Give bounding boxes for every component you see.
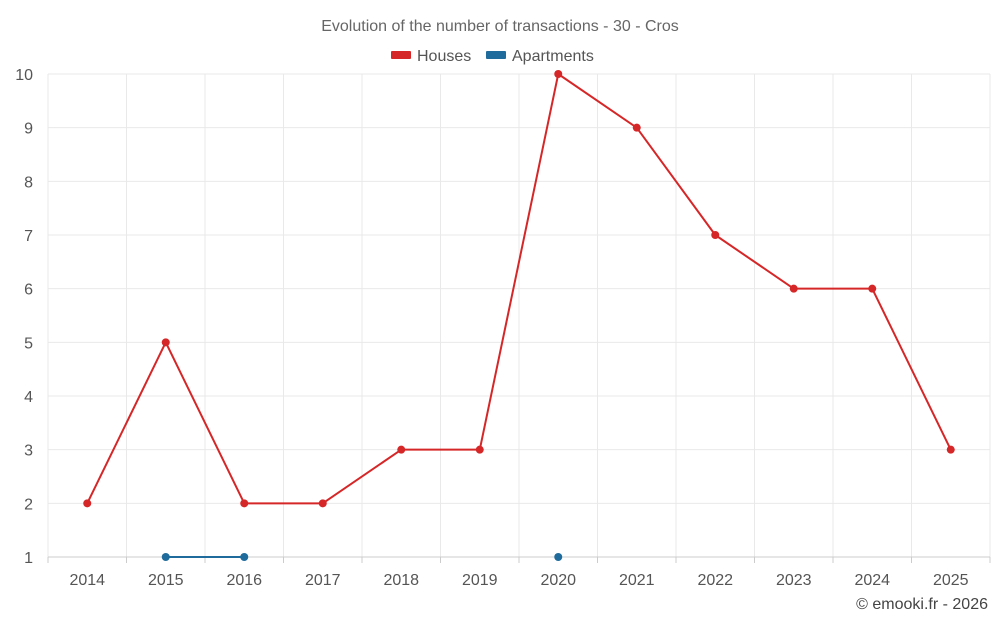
data-point-houses-2016[interactable] bbox=[240, 499, 249, 508]
x-tick-label: 2016 bbox=[226, 572, 262, 589]
gridlines bbox=[47, 73, 991, 557]
y-tick-label: 6 bbox=[24, 282, 33, 299]
x-tick-label: 2017 bbox=[305, 572, 341, 589]
legend-item-houses[interactable]: Houses bbox=[391, 48, 471, 65]
legend-item-apartments[interactable]: Apartments bbox=[486, 48, 594, 65]
data-point-houses-2018[interactable] bbox=[397, 445, 406, 454]
x-tick-label: 2014 bbox=[69, 572, 105, 589]
legend-label-houses: Houses bbox=[417, 48, 471, 65]
data-point-houses-2022[interactable] bbox=[711, 231, 720, 239]
y-tick-label: 10 bbox=[15, 67, 33, 84]
y-tick-label: 8 bbox=[24, 174, 33, 191]
data-point-houses-2025[interactable] bbox=[946, 445, 955, 454]
x-tick-label: 2015 bbox=[148, 572, 184, 589]
data-point-houses-2015[interactable] bbox=[161, 338, 170, 347]
x-tick-label: 2021 bbox=[619, 572, 655, 589]
series-line-houses bbox=[86, 73, 952, 505]
y-tick-label: 2 bbox=[24, 496, 33, 513]
x-tick-label: 2020 bbox=[540, 572, 576, 589]
credit-text: © emooki.fr - 2026 bbox=[856, 596, 988, 613]
chart-title: Evolution of the number of transactions … bbox=[321, 18, 679, 35]
y-tick-label: 7 bbox=[24, 228, 33, 245]
axes: 1 2 3 4 5 6 7 8 9 10 2014 2015 2016 2017 2018 2019 2020 2… bbox=[15, 67, 991, 589]
data-point-houses-2019[interactable] bbox=[475, 445, 484, 454]
data-point-houses-2024[interactable] bbox=[868, 284, 877, 293]
legend-label-apartments: Apartments bbox=[512, 48, 594, 65]
x-tick-label: 2022 bbox=[697, 572, 733, 589]
data-point-houses-2014[interactable] bbox=[83, 499, 92, 508]
y-tick-label: 3 bbox=[24, 443, 33, 460]
y-tick-label: 9 bbox=[24, 121, 33, 138]
x-tick-label: 2019 bbox=[462, 572, 498, 589]
data-point-houses-2017[interactable] bbox=[318, 499, 327, 508]
x-tick-label: 2023 bbox=[776, 572, 812, 589]
series bbox=[83, 70, 955, 561]
data-point-houses-2023[interactable] bbox=[789, 284, 798, 293]
legend-swatch-apartments bbox=[486, 51, 506, 59]
data-point-houses-2021[interactable] bbox=[632, 123, 641, 132]
data-point-apartments-2020[interactable] bbox=[554, 553, 563, 561]
data-point-houses-2020[interactable] bbox=[554, 70, 563, 78]
y-tick-label: 1 bbox=[24, 550, 33, 567]
data-point-apartments-2015[interactable] bbox=[161, 553, 170, 561]
data-point-apartments-2016[interactable] bbox=[240, 553, 249, 561]
x-tick-label: 2025 bbox=[933, 572, 969, 589]
legend-swatch-houses bbox=[391, 51, 411, 59]
legend: Houses Apartments bbox=[391, 48, 594, 65]
x-tick-label: 2024 bbox=[854, 572, 890, 589]
x-tick-label: 2018 bbox=[383, 572, 419, 589]
y-tick-label: 5 bbox=[24, 335, 33, 352]
y-tick-label: 4 bbox=[24, 389, 33, 406]
